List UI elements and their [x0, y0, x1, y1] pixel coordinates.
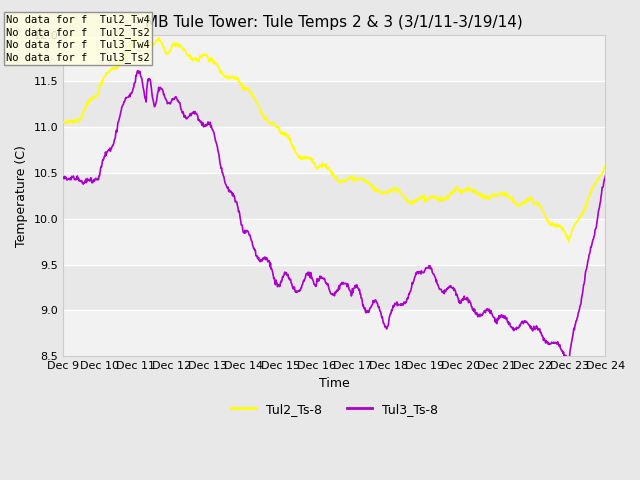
- Y-axis label: Temperature (C): Temperature (C): [15, 145, 28, 247]
- Bar: [63, 81, 605, 127]
- X-axis label: Time: Time: [319, 377, 349, 390]
- Legend: Tul2_Ts-8, Tul3_Ts-8: Tul2_Ts-8, Tul3_Ts-8: [226, 398, 443, 420]
- Bar: [63, 173, 605, 219]
- Text: No data for f  Tul2_Tw4
No data for f  Tul2_Ts2
No data for f  Tul3_Tw4
No data : No data for f Tul2_Tw4 No data for f Tul…: [6, 14, 150, 63]
- Bar: [63, 219, 605, 264]
- Bar: [63, 127, 605, 173]
- Bar: [63, 311, 605, 356]
- Bar: [63, 264, 605, 311]
- Title: MB Tule Tower: Tule Temps 2 & 3 (3/1/11-3/19/14): MB Tule Tower: Tule Temps 2 & 3 (3/1/11-…: [145, 15, 523, 30]
- Bar: [63, 36, 605, 81]
